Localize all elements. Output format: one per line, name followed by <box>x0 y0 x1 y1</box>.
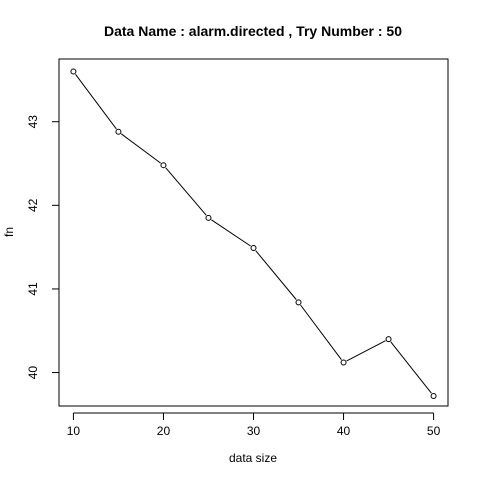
chart-title: Data Name : alarm.directed , Try Number … <box>104 23 402 39</box>
y-axis-label: fn <box>2 227 16 237</box>
x-axis-label: data size <box>229 451 277 465</box>
data-point <box>70 68 77 75</box>
data-point <box>385 336 392 343</box>
x-tick-label: 40 <box>337 424 351 438</box>
x-tick-label: 50 <box>427 424 441 438</box>
y-tick-label: 41 <box>26 282 40 296</box>
data-point <box>430 392 437 399</box>
y-tick-label: 42 <box>26 198 40 212</box>
data-point <box>340 359 347 366</box>
data-point <box>250 244 257 251</box>
series-line <box>75 74 432 394</box>
x-tick-label: 20 <box>157 424 171 438</box>
data-point <box>115 128 122 135</box>
series-layer <box>70 68 437 399</box>
y-axis: 40 41 42 43 <box>26 115 60 380</box>
data-point <box>205 214 212 221</box>
y-tick-label: 43 <box>26 115 40 129</box>
y-tick-label: 40 <box>26 366 40 380</box>
x-axis: 10 20 30 40 50 <box>67 412 441 438</box>
data-point <box>295 299 302 306</box>
x-tick-label: 30 <box>247 424 261 438</box>
x-tick-label: 10 <box>67 424 81 438</box>
data-point <box>160 162 167 169</box>
